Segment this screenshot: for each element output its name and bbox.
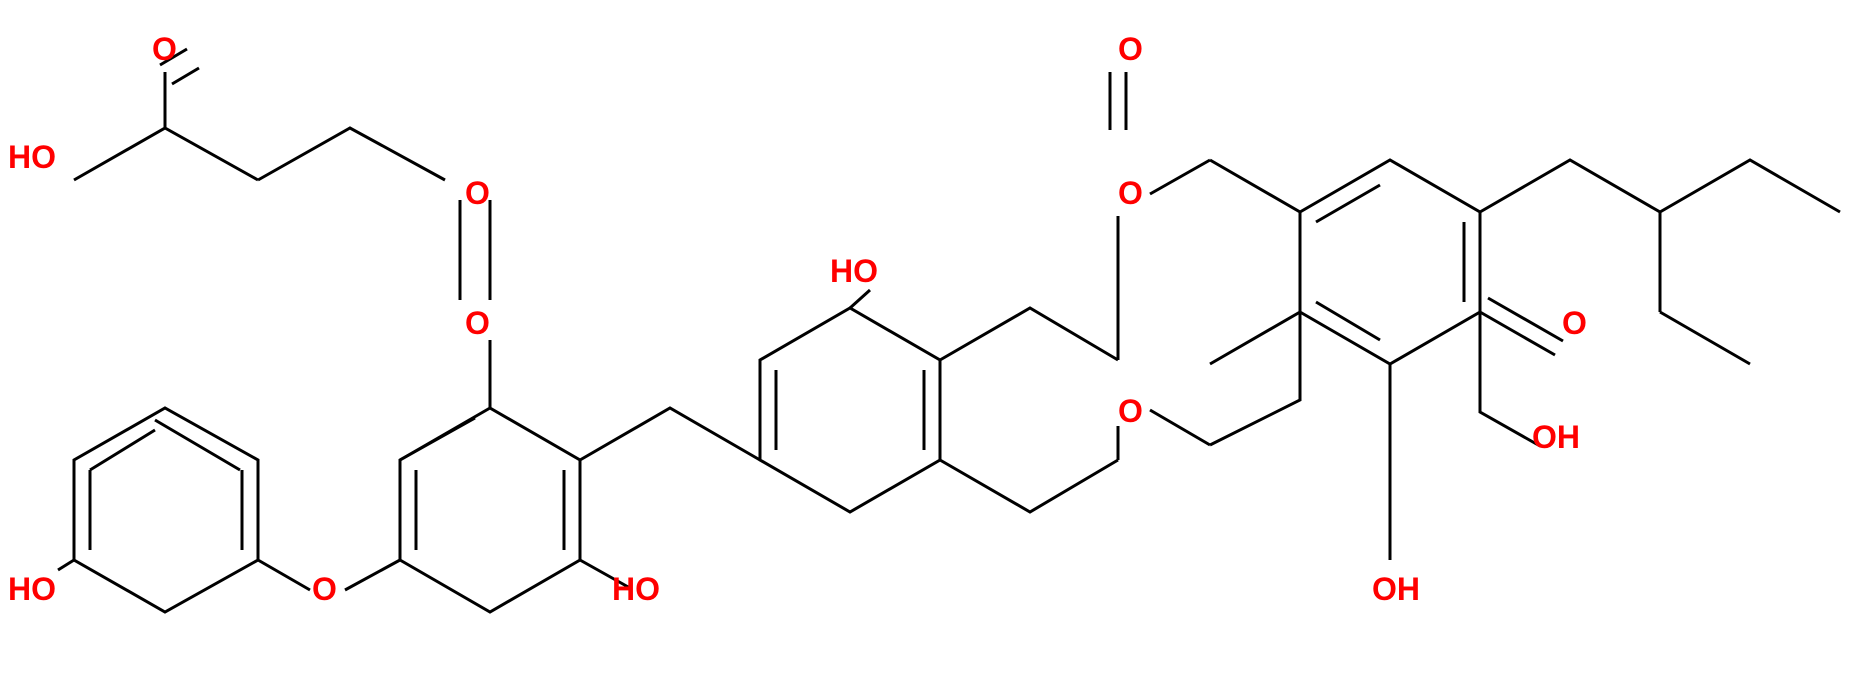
atom-O: O [1118,393,1143,429]
atom-OH: HO [8,571,56,607]
atom-O: O [312,571,337,607]
atom-OH: OH [1532,419,1580,455]
atom-O: O [1562,305,1587,341]
atom-O: O [465,305,490,341]
chemical-structure-canvas: O HO O O HO O HO HO O O O O OH OH [0,0,1865,678]
atom-OH: HO [8,139,56,175]
molecule-svg: O HO O O HO O HO HO O O O O OH OH [0,0,1865,678]
atom-OH: HO [612,571,660,607]
atom-O: O [1118,175,1143,211]
atom-OH: HO [830,253,878,289]
atom-labels-group: O HO O O HO O HO HO O O O O OH OH [8,31,1587,607]
atom-OH: OH [1372,571,1420,607]
atom-O: O [1118,31,1143,67]
atom-O: O [152,31,177,67]
atom-O: O [465,175,490,211]
